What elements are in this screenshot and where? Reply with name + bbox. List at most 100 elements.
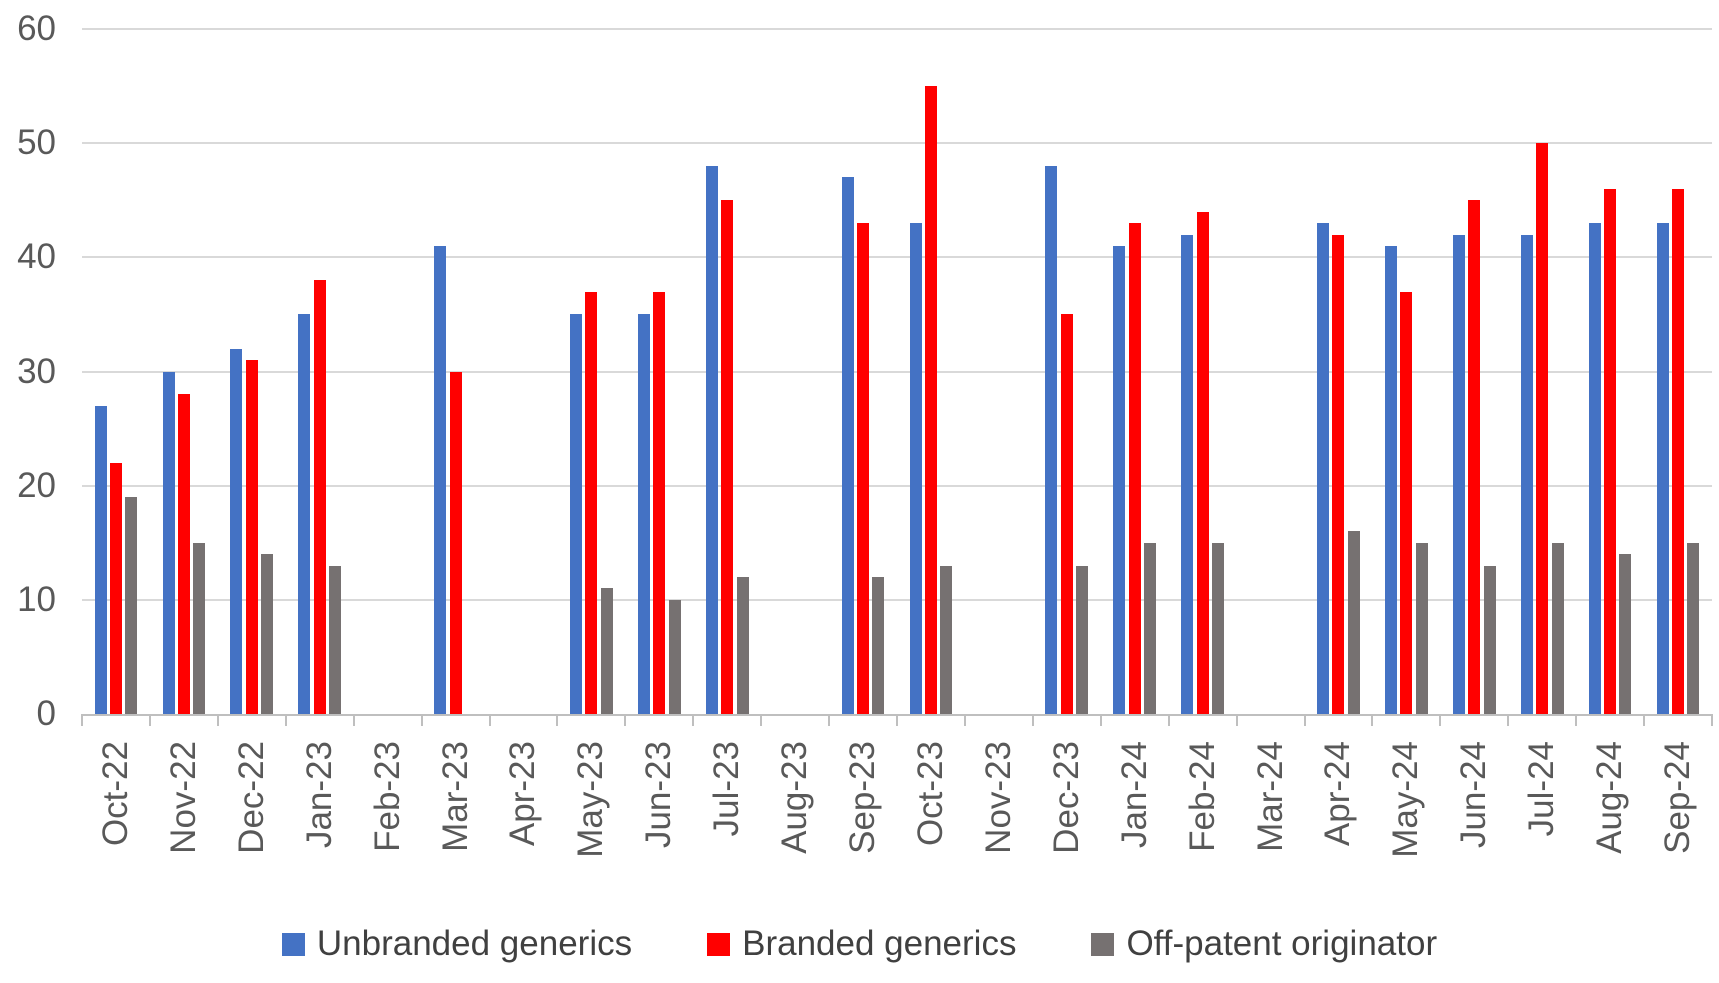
bar-branded-generics-Jul-24 [1536, 143, 1549, 714]
x-axis-label-Sep-24: Sep-24 [1658, 741, 1698, 854]
bar-branded-generics-Jun-23 [653, 291, 666, 714]
bar-off-patent-originator-Dec-22 [261, 554, 274, 714]
x-axis-label-cell-Dec-22: Dec-22 [218, 741, 286, 871]
x-axis-tick-10 [760, 714, 763, 726]
x-axis-tick-4 [352, 714, 355, 726]
x-axis-tick-0 [81, 714, 83, 726]
bar-off-patent-originator-Jan-23 [329, 565, 341, 714]
gridline-40 [82, 256, 1712, 259]
bar-unbranded-generics-Dec-23 [1045, 166, 1058, 714]
x-axis-label-cell-Jan-24: Jan-24 [1101, 741, 1169, 871]
bar-branded-generics-Apr-24 [1332, 234, 1345, 714]
bar-off-patent-originator-Aug-24 [1619, 554, 1632, 714]
y-axis-tick-label-10: 10 [17, 579, 56, 619]
bar-branded-generics-Jul-23 [721, 200, 734, 714]
x-axis-label-cell-Jul-24: Jul-24 [1508, 741, 1576, 871]
x-axis-label-Jun-24: Jun-24 [1454, 741, 1494, 849]
y-axis-tick-label-20: 20 [17, 465, 56, 505]
x-axis-tick-22 [1575, 714, 1578, 726]
gridline-10 [82, 598, 1712, 601]
bar-off-patent-originator-Jun-24 [1483, 565, 1496, 714]
x-axis-label-Jan-24: Jan-24 [1114, 741, 1154, 849]
bar-off-patent-originator-Oct-22 [125, 497, 138, 714]
bar-branded-generics-Oct-22 [109, 462, 122, 714]
x-axis-label-Nov-22: Nov-22 [163, 741, 203, 854]
bar-branded-generics-Sep-23 [857, 223, 870, 714]
x-axis-label-cell-Sep-24: Sep-24 [1644, 741, 1712, 871]
bar-unbranded-generics-Sep-23 [841, 177, 854, 714]
x-axis-tick-1 [148, 714, 151, 726]
legend-swatch-off-patent-originator [1091, 932, 1115, 956]
bar-branded-generics-Feb-24 [1196, 211, 1209, 714]
x-axis-label-cell-Feb-23: Feb-23 [354, 741, 422, 871]
bar-unbranded-generics-Oct-22 [94, 405, 107, 714]
x-axis-label-cell-Nov-22: Nov-22 [150, 741, 218, 871]
x-axis-tick-12 [896, 714, 898, 726]
x-axis-label-Jun-23: Jun-23 [639, 741, 679, 849]
x-axis-label-Sep-23: Sep-23 [843, 741, 883, 854]
x-axis-label-Oct-23: Oct-23 [910, 741, 950, 847]
x-axis-label-cell-Jan-23: Jan-23 [286, 741, 354, 871]
bar-off-patent-originator-Sep-23 [872, 577, 885, 714]
y-axis-labels: 0 10 20 30 40 50 60 [0, 0, 56, 983]
x-axis-tick-19 [1371, 714, 1374, 726]
x-axis-tick-18 [1303, 714, 1306, 726]
x-axis-tick-13 [963, 714, 966, 726]
x-axis-label-cell-Apr-23: Apr-23 [490, 741, 558, 871]
bar-off-patent-originator-Jun-23 [668, 599, 681, 714]
bar-unbranded-generics-Jun-23 [637, 314, 650, 714]
x-axis-label-Aug-23: Aug-23 [775, 741, 815, 854]
x-axis-label-Jan-23: Jan-23 [299, 741, 339, 849]
x-axis-tick-7 [556, 714, 559, 726]
bar-off-patent-originator-May-23 [600, 588, 613, 714]
x-axis-tick-20 [1439, 714, 1442, 726]
bar-branded-generics-Aug-24 [1604, 188, 1617, 714]
x-axis-label-Nov-23: Nov-23 [978, 741, 1018, 854]
bar-unbranded-generics-Jan-23 [298, 314, 311, 714]
bar-branded-generics-Jan-24 [1128, 223, 1141, 714]
x-axis-label-Dec-22: Dec-22 [231, 741, 271, 854]
bar-branded-generics-Dec-22 [245, 360, 258, 714]
x-axis-label-cell-Dec-23: Dec-23 [1033, 741, 1101, 871]
bar-branded-generics-May-24 [1400, 291, 1413, 714]
x-axis-label-cell-Mar-24: Mar-24 [1237, 741, 1305, 871]
bar-unbranded-generics-Sep-24 [1656, 223, 1669, 714]
x-axis-tick-2 [216, 714, 219, 726]
bar-unbranded-generics-May-24 [1385, 245, 1398, 714]
legend-item-branded-generics: Branded generics [707, 924, 1016, 964]
gridline-30 [82, 370, 1712, 373]
x-axis-label-cell-Jun-24: Jun-24 [1440, 741, 1508, 871]
x-axis-label-cell-Jun-23: Jun-23 [625, 741, 693, 871]
legend: Unbranded generics Branded generics Off-… [0, 918, 1719, 970]
gridline-50 [82, 142, 1712, 145]
bar-unbranded-generics-Jul-24 [1520, 234, 1533, 714]
x-axis-label-Apr-24: Apr-24 [1318, 741, 1358, 847]
x-axis-tick-6 [488, 714, 491, 726]
x-axis-tick-5 [420, 714, 423, 726]
y-axis-tick-label-0: 0 [36, 694, 56, 733]
x-axis-label-cell-Feb-24: Feb-24 [1169, 741, 1237, 871]
x-axis-label-cell-Mar-23: Mar-23 [422, 741, 490, 871]
legend-label-unbranded-generics: Unbranded generics [316, 924, 633, 963]
legend-item-off-patent-originator: Off-patent originator [1091, 924, 1437, 964]
x-axis-label-cell-Nov-23: Nov-23 [965, 741, 1033, 871]
x-axis-tick-11 [828, 714, 831, 726]
bar-off-patent-originator-Apr-24 [1347, 531, 1360, 714]
bar-branded-generics-May-23 [585, 291, 598, 714]
legend-swatch-unbranded-generics [281, 932, 305, 956]
x-axis-label-Apr-23: Apr-23 [503, 741, 543, 847]
x-axis-tick-9 [692, 714, 695, 726]
bar-unbranded-generics-Dec-22 [230, 348, 243, 714]
x-axis-tick-17 [1235, 714, 1238, 726]
legend-label-branded-generics: Branded generics [742, 924, 1017, 963]
x-axis-label-Aug-24: Aug-24 [1590, 741, 1630, 854]
x-axis-label-cell-Oct-23: Oct-23 [897, 741, 965, 871]
bar-off-patent-originator-Sep-24 [1687, 542, 1700, 714]
bar-branded-generics-Oct-23 [924, 86, 937, 714]
bar-off-patent-originator-Jul-23 [736, 577, 749, 714]
x-axis-tick-14 [1031, 714, 1034, 726]
x-axis-tick-23 [1643, 714, 1646, 726]
bar-off-patent-originator-Jan-24 [1144, 542, 1156, 714]
x-axis-label-May-24: May-24 [1386, 741, 1426, 858]
bar-unbranded-generics-Apr-24 [1317, 223, 1330, 714]
